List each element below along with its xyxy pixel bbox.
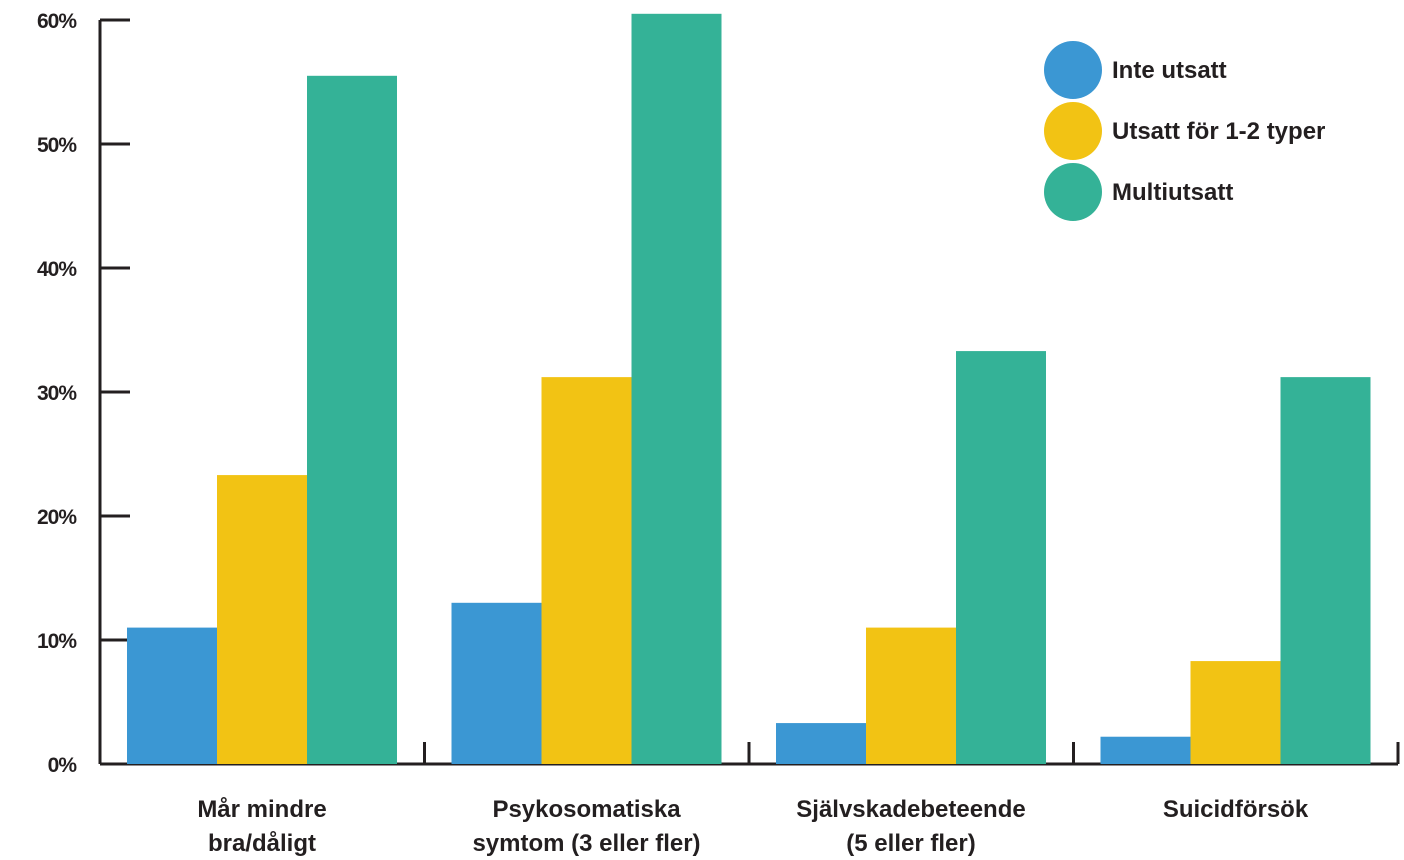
legend-label: Inte utsatt xyxy=(1112,57,1227,84)
legend-label: Utsatt för 1-2 typer xyxy=(1112,118,1325,145)
y-tick-label: 50% xyxy=(37,134,77,157)
y-tick-label: 20% xyxy=(37,506,77,529)
bar-2-2 xyxy=(956,351,1046,764)
category-label: Suicidförsök xyxy=(1163,796,1309,823)
bar-3-2 xyxy=(1280,377,1371,764)
bar-2-0 xyxy=(776,723,866,764)
y-tick-label: 30% xyxy=(37,382,77,405)
category-label: (5 eller fler) xyxy=(846,830,975,857)
y-tick-label: 40% xyxy=(37,258,77,281)
y-tick-label: 60% xyxy=(37,10,77,33)
legend: Inte utsatt Utsatt för 1-2 typer Multiutsa… xyxy=(1044,41,1325,221)
legend-marker xyxy=(1044,163,1102,221)
bar-3-0 xyxy=(1100,736,1191,764)
category-label: bra/dåligt xyxy=(208,830,316,857)
y-tick-labels: 0% 10% 20% 30% 40% 50% 60% xyxy=(37,10,78,777)
category-label: symtom (3 eller fler) xyxy=(472,830,700,857)
legend-marker xyxy=(1044,41,1102,99)
category-labels: Mår mindre bra/dåligt Psykosomatiska symtom… xyxy=(197,796,1309,857)
category-label: Mår mindre xyxy=(197,796,326,823)
bar-1-0 xyxy=(451,602,542,764)
bar-1-1 xyxy=(541,377,632,764)
bar-1-2 xyxy=(631,13,722,765)
bars xyxy=(127,13,1371,765)
y-tick-label: 0% xyxy=(48,754,78,777)
category-label: Psykosomatiska xyxy=(492,796,681,823)
y-tick-label: 10% xyxy=(37,630,77,653)
legend-marker xyxy=(1044,102,1102,160)
bar-3-1 xyxy=(1190,661,1281,764)
bar-2-1 xyxy=(866,627,956,764)
category-label: Självskadebeteende xyxy=(796,796,1025,823)
legend-label: Multiutsatt xyxy=(1112,179,1233,206)
bar-0-2 xyxy=(307,75,397,765)
bar-0-1 xyxy=(217,475,307,764)
bar-0-0 xyxy=(127,627,217,764)
